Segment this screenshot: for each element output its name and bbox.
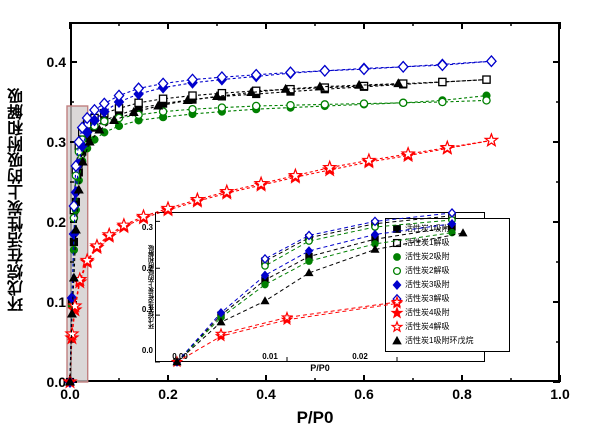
legend-item-9: 活性炭1吸附环戊烷 xyxy=(389,334,506,348)
legend-item-label: 活性炭1吸附环戊烷 xyxy=(405,336,474,345)
x-tick-4: 0.8 xyxy=(452,386,472,402)
inset-y-tick-1: 0.1 xyxy=(141,305,153,314)
open-diamond-icon xyxy=(389,292,405,306)
legend: 活性炭1吸附 活性炭1解吸 活性炭2吸附 活性炭2解吸 活性炭3吸附 活性炭3解吸 活性炭4… xyxy=(385,218,510,352)
legend-item-label: 活性炭2解吸 xyxy=(405,266,450,275)
legend-item-7: 活性炭4吸附 xyxy=(389,306,506,320)
y-tick-4: 0.4 xyxy=(46,54,66,70)
legend-item-label: 活性炭3解吸 xyxy=(405,294,450,303)
legend-item-4: 活性炭2解吸 xyxy=(389,264,506,278)
y-tick-1: 0.1 xyxy=(46,294,66,310)
legend-item-label: 活性炭4解吸 xyxy=(405,322,450,331)
legend-item-label: 活性炭1吸附 xyxy=(405,224,450,233)
inset-x-tick-2: 0.02 xyxy=(352,352,368,361)
legend-item-label: 活性炭3吸附 xyxy=(405,280,450,289)
inset-x-tick-0: 0.00 xyxy=(172,352,188,361)
inset-x-tick-1: 0.01 xyxy=(262,352,278,361)
legend-item-label: 活性炭2吸附 xyxy=(405,252,450,261)
legend-item-3: 活性炭2吸附 xyxy=(389,250,506,264)
inset-y-tick-3: 0.3 xyxy=(141,223,153,232)
legend-item-8: 活性炭4解吸 xyxy=(389,320,506,334)
x-axis-label: P/P0 xyxy=(296,408,334,427)
filled-circle-icon xyxy=(389,250,405,264)
y-tick-3: 0.3 xyxy=(46,134,66,150)
legend-item-label: 活性炭4吸附 xyxy=(405,308,450,317)
x-tick-3: 0.6 xyxy=(354,386,374,402)
x-tick-2: 0.4 xyxy=(256,386,276,402)
y-tick-0: 0.0 xyxy=(46,374,66,390)
legend-item-1: 活性炭1吸附 xyxy=(389,222,506,236)
filled-triangle-icon xyxy=(389,334,405,348)
legend-item-5: 活性炭3吸附 xyxy=(389,278,506,292)
y-tick-2: 0.2 xyxy=(46,214,66,230)
filled-star-icon xyxy=(389,306,405,320)
filled-diamond-icon xyxy=(389,278,405,292)
legend-item-label: 活性炭1解吸 xyxy=(405,238,450,247)
x-tick-0: 0.0 xyxy=(60,386,80,402)
inset-x-axis-label: P/P0 xyxy=(310,363,330,373)
legend-item-2: 活性炭1解吸 xyxy=(389,236,506,250)
open-square-icon xyxy=(389,236,405,250)
legend-item-6: 活性炭3解吸 xyxy=(389,292,506,306)
inset-y-axis-label: 环戊烷在活性炭上的吸附和解吸 xyxy=(149,245,156,329)
open-circle-icon xyxy=(389,264,405,278)
open-star-icon xyxy=(389,320,405,334)
filled-square-icon xyxy=(389,222,405,236)
x-tick-1: 0.2 xyxy=(158,386,178,402)
inset-y-tick-0: 0.0 xyxy=(141,346,153,355)
inset-y-tick-2: 0.2 xyxy=(141,264,153,273)
x-tick-5: 1.0 xyxy=(550,386,570,402)
